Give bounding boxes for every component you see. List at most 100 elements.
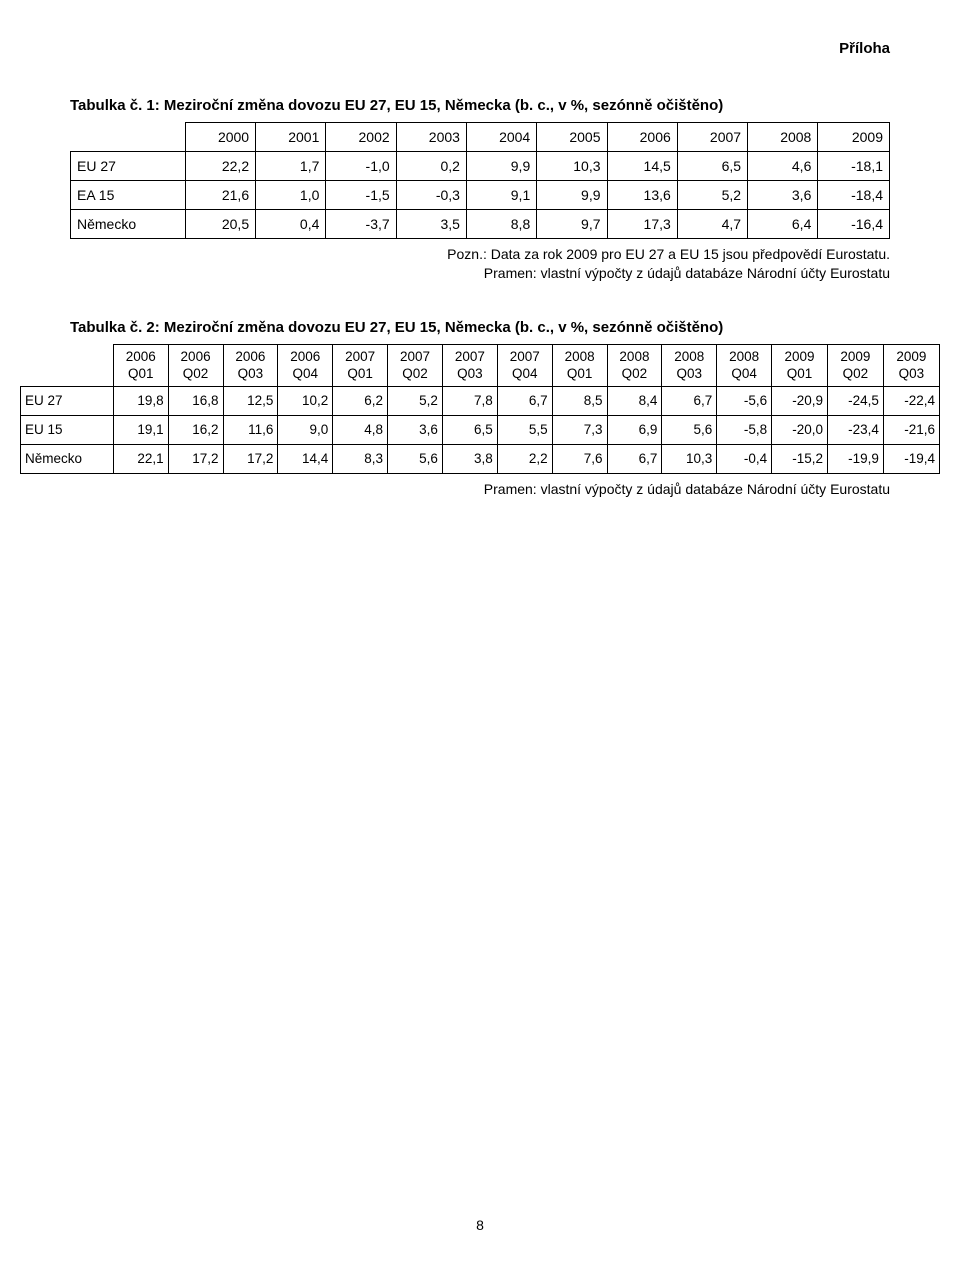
table2-cell: -19,4 bbox=[883, 444, 939, 473]
table1-cell: 20,5 bbox=[185, 210, 255, 239]
table2-cell: 7,8 bbox=[442, 386, 497, 415]
table-row: Německo22,117,217,214,48,35,63,82,27,66,… bbox=[21, 444, 940, 473]
table1-cell: 6,5 bbox=[677, 152, 747, 181]
table2-col-header: 2007Q02 bbox=[388, 344, 443, 386]
table2-cell: 6,7 bbox=[662, 386, 717, 415]
table2-cell: 6,5 bbox=[442, 415, 497, 444]
table2-col-header: 2008Q03 bbox=[662, 344, 717, 386]
table2-cell: -0,4 bbox=[717, 444, 772, 473]
table1-cell: 5,2 bbox=[677, 181, 747, 210]
table2-cell: 6,2 bbox=[333, 386, 388, 415]
table1-cell: -1,0 bbox=[326, 152, 396, 181]
table2-cell: 11,6 bbox=[223, 415, 278, 444]
appendix-label: Příloha bbox=[70, 40, 890, 57]
table1-cell: 6,4 bbox=[748, 210, 818, 239]
table2-cell: -22,4 bbox=[883, 386, 939, 415]
table2-cell: -19,9 bbox=[827, 444, 883, 473]
table2-corner bbox=[21, 344, 114, 386]
table1-cell: 1,7 bbox=[256, 152, 326, 181]
table2-cell: -20,0 bbox=[772, 415, 828, 444]
table2-col-header: 2009Q02 bbox=[827, 344, 883, 386]
table2-cell: 6,7 bbox=[497, 386, 552, 415]
table1-cell: 3,5 bbox=[396, 210, 466, 239]
table1-cell: 9,7 bbox=[537, 210, 607, 239]
table1-col-header: 2007 bbox=[677, 123, 747, 152]
table2-cell: -5,8 bbox=[717, 415, 772, 444]
table2-body: EU 2719,816,812,510,26,25,27,86,78,58,46… bbox=[21, 386, 940, 473]
table2-cell: 16,2 bbox=[168, 415, 223, 444]
table2-note: Pramen: vlastní výpočty z údajů databáze… bbox=[70, 480, 890, 499]
table1-col-header: 2009 bbox=[818, 123, 890, 152]
table1-cell: 0,4 bbox=[256, 210, 326, 239]
table1-row-label: EU 27 bbox=[71, 152, 186, 181]
table2-cell: 6,9 bbox=[607, 415, 662, 444]
table2-col-header: 2007Q03 bbox=[442, 344, 497, 386]
table2-col-header: 2008Q04 bbox=[717, 344, 772, 386]
table1-cell: -16,4 bbox=[818, 210, 890, 239]
table2-cell: 10,2 bbox=[278, 386, 333, 415]
table1-col-header: 2006 bbox=[607, 123, 677, 152]
table1-note: Pozn.: Data za rok 2009 pro EU 27 a EU 1… bbox=[70, 245, 890, 283]
table2-cell: 3,6 bbox=[388, 415, 443, 444]
table1-col-header: 2003 bbox=[396, 123, 466, 152]
table2-cell: 19,1 bbox=[113, 415, 168, 444]
table1-cell: 9,9 bbox=[466, 152, 536, 181]
table2-cell: 6,7 bbox=[607, 444, 662, 473]
table2-row-label: Německo bbox=[21, 444, 114, 473]
table2-cell: 7,6 bbox=[552, 444, 607, 473]
table2: 2006Q012006Q022006Q032006Q042007Q012007Q… bbox=[20, 344, 940, 474]
table2-col-header: 2006Q01 bbox=[113, 344, 168, 386]
table1-cell: 13,6 bbox=[607, 181, 677, 210]
page: Příloha Tabulka č. 1: Meziroční změna do… bbox=[0, 0, 960, 1263]
table2-cell: -20,9 bbox=[772, 386, 828, 415]
table1-cell: -1,5 bbox=[326, 181, 396, 210]
table1-corner bbox=[71, 123, 186, 152]
table1-section: Tabulka č. 1: Meziroční změna dovozu EU … bbox=[70, 97, 890, 283]
table1-note-line1: Pozn.: Data za rok 2009 pro EU 27 a EU 1… bbox=[447, 246, 890, 262]
page-number: 8 bbox=[0, 1217, 960, 1233]
table1-cell: -3,7 bbox=[326, 210, 396, 239]
table1-col-header: 2000 bbox=[185, 123, 255, 152]
table1-cell: 0,2 bbox=[396, 152, 466, 181]
table2-cell: 3,8 bbox=[442, 444, 497, 473]
table2-cell: 16,8 bbox=[168, 386, 223, 415]
table2-section: Tabulka č. 2: Meziroční změna dovozu EU … bbox=[70, 319, 890, 499]
table1-body: EU 2722,21,7-1,00,29,910,314,56,54,6-18,… bbox=[71, 152, 890, 239]
table-row: Německo20,50,4-3,73,58,89,717,34,76,4-16… bbox=[71, 210, 890, 239]
table-row: EU 2722,21,7-1,00,29,910,314,56,54,6-18,… bbox=[71, 152, 890, 181]
table1-col-header: 2001 bbox=[256, 123, 326, 152]
table1-cell: 4,6 bbox=[748, 152, 818, 181]
table2-cell: 4,8 bbox=[333, 415, 388, 444]
table2-cell: 9,0 bbox=[278, 415, 333, 444]
table2-cell: -21,6 bbox=[883, 415, 939, 444]
table1: 2000200120022003200420052006200720082009… bbox=[70, 122, 890, 239]
table1-cell: 9,9 bbox=[537, 181, 607, 210]
table2-cell: 5,6 bbox=[662, 415, 717, 444]
table2-header-row: 2006Q012006Q022006Q032006Q042007Q012007Q… bbox=[21, 344, 940, 386]
table-row: EU 2719,816,812,510,26,25,27,86,78,58,46… bbox=[21, 386, 940, 415]
table2-cell: -5,6 bbox=[717, 386, 772, 415]
table2-cell: 5,2 bbox=[388, 386, 443, 415]
table1-row-label: Německo bbox=[71, 210, 186, 239]
table1-col-header: 2008 bbox=[748, 123, 818, 152]
table2-cell: 2,2 bbox=[497, 444, 552, 473]
table1-cell: 3,6 bbox=[748, 181, 818, 210]
table2-col-header: 2007Q01 bbox=[333, 344, 388, 386]
table1-col-header: 2002 bbox=[326, 123, 396, 152]
table2-cell: -15,2 bbox=[772, 444, 828, 473]
table2-col-header: 2006Q03 bbox=[223, 344, 278, 386]
table2-col-header: 2006Q04 bbox=[278, 344, 333, 386]
table2-cell: 8,5 bbox=[552, 386, 607, 415]
table2-col-header: 2006Q02 bbox=[168, 344, 223, 386]
table2-cell: 5,6 bbox=[388, 444, 443, 473]
table1-cell: 4,7 bbox=[677, 210, 747, 239]
table2-cell: 5,5 bbox=[497, 415, 552, 444]
table1-cell: 10,3 bbox=[537, 152, 607, 181]
table1-cell: -18,1 bbox=[818, 152, 890, 181]
table1-cell: -0,3 bbox=[396, 181, 466, 210]
table2-cell: 22,1 bbox=[113, 444, 168, 473]
table2-title: Tabulka č. 2: Meziroční změna dovozu EU … bbox=[70, 319, 890, 336]
table1-cell: 17,3 bbox=[607, 210, 677, 239]
table2-col-header: 2009Q03 bbox=[883, 344, 939, 386]
table2-col-header: 2007Q04 bbox=[497, 344, 552, 386]
